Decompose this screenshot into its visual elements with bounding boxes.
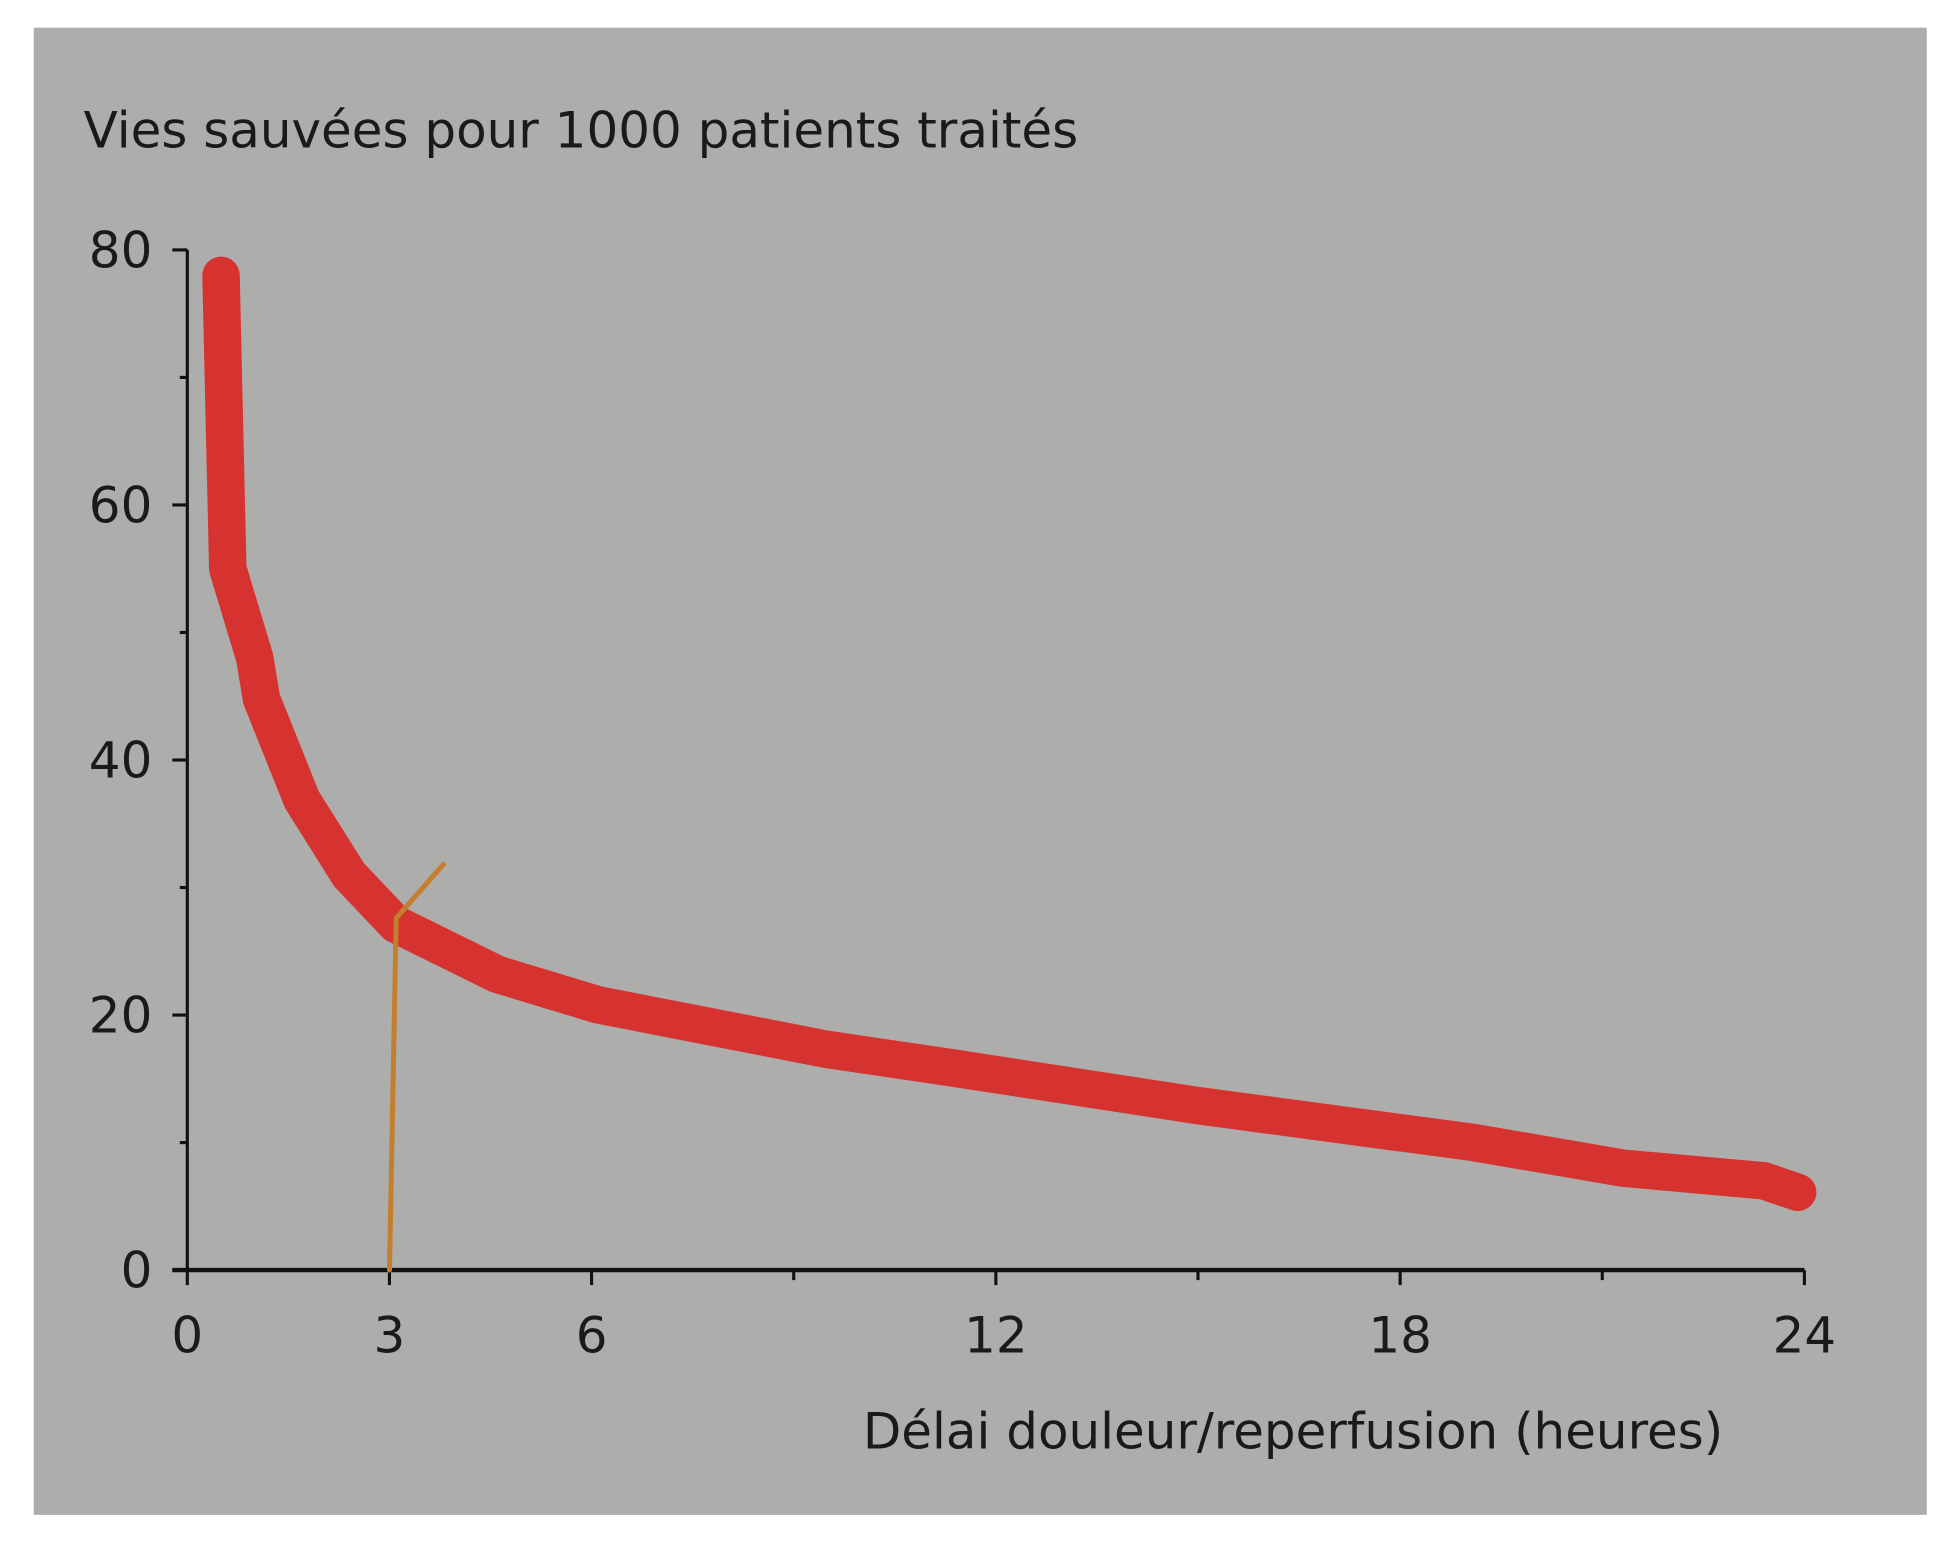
y-tick-label: 20 bbox=[89, 987, 153, 1045]
x-tick-label: 18 bbox=[1368, 1307, 1432, 1365]
curve-lives-saved bbox=[202, 256, 1817, 1212]
x-tick-label: 0 bbox=[171, 1307, 203, 1365]
x-axis-label: Délai douleur/reperfusion (heures) bbox=[863, 1403, 1723, 1461]
chart-title: Vies sauvées pour 1000 patients traités bbox=[84, 102, 1078, 160]
x-tick-label: 12 bbox=[964, 1307, 1028, 1365]
x-tick-label: 6 bbox=[576, 1307, 608, 1365]
marker-line-3h bbox=[386, 862, 446, 1273]
y-tick-label: 40 bbox=[89, 731, 153, 789]
x-tick-label: 24 bbox=[1773, 1307, 1837, 1365]
y-tick-label: 0 bbox=[121, 1242, 153, 1300]
x-tick-label: 3 bbox=[374, 1307, 406, 1365]
chart-background bbox=[33, 27, 1927, 1515]
y-tick-label: 60 bbox=[89, 476, 153, 534]
y-tick-label: 80 bbox=[89, 221, 153, 279]
